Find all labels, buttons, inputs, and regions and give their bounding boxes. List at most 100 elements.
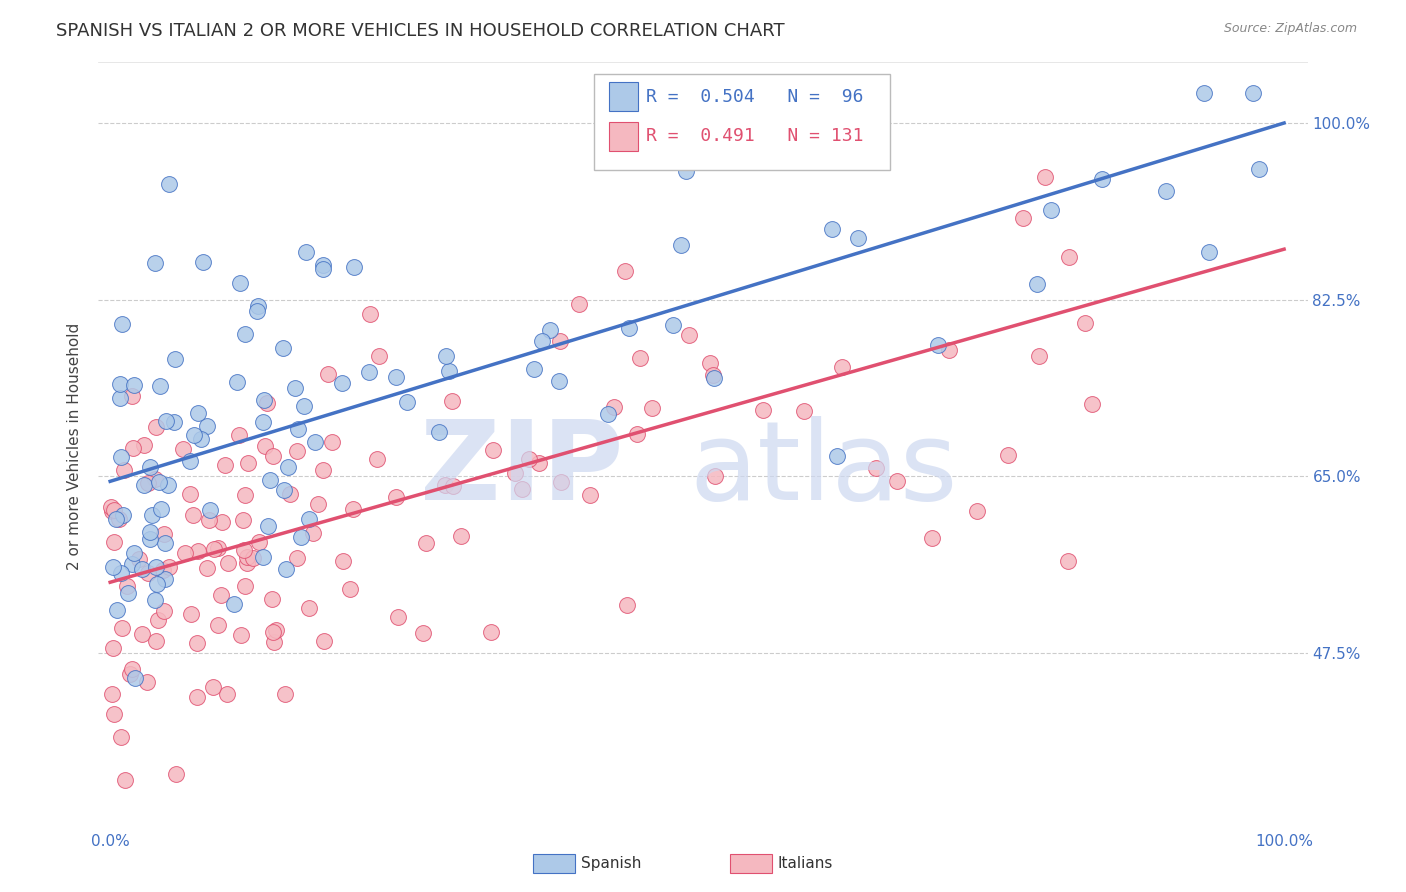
Point bbox=[616, 598, 638, 612]
Point bbox=[273, 483, 295, 497]
Point bbox=[105, 512, 128, 526]
Point bbox=[263, 635, 285, 649]
Point bbox=[103, 706, 125, 721]
Point bbox=[229, 277, 252, 291]
Point bbox=[128, 552, 150, 566]
Point bbox=[201, 680, 224, 694]
Point bbox=[703, 371, 725, 385]
Point bbox=[228, 428, 250, 442]
Point bbox=[793, 404, 815, 418]
Point bbox=[415, 536, 437, 550]
Point bbox=[1081, 397, 1104, 411]
Point bbox=[427, 425, 450, 439]
Point bbox=[131, 627, 153, 641]
Text: R =  0.504   N =  96: R = 0.504 N = 96 bbox=[647, 87, 863, 105]
Point bbox=[110, 566, 132, 580]
Point bbox=[191, 254, 214, 268]
Point bbox=[172, 442, 194, 456]
Point bbox=[412, 625, 434, 640]
Point bbox=[145, 419, 167, 434]
Point bbox=[233, 488, 256, 502]
Point bbox=[312, 463, 335, 477]
Point bbox=[886, 474, 908, 488]
Point bbox=[257, 518, 280, 533]
Point bbox=[256, 396, 278, 410]
Point bbox=[262, 449, 284, 463]
Point bbox=[121, 441, 143, 455]
Point bbox=[101, 687, 124, 701]
Point bbox=[198, 513, 221, 527]
Point bbox=[153, 572, 176, 586]
Point bbox=[1192, 86, 1215, 100]
Point bbox=[613, 264, 636, 278]
Point bbox=[232, 513, 254, 527]
Point bbox=[233, 327, 256, 342]
Point bbox=[343, 260, 366, 274]
Point bbox=[233, 579, 256, 593]
Point bbox=[180, 607, 202, 621]
Point bbox=[1028, 349, 1050, 363]
Point bbox=[865, 461, 887, 475]
Point bbox=[437, 364, 460, 378]
Point bbox=[236, 549, 259, 564]
Point bbox=[110, 730, 132, 744]
Point bbox=[675, 163, 697, 178]
Point bbox=[108, 512, 131, 526]
Point bbox=[131, 562, 153, 576]
Point bbox=[290, 530, 312, 544]
Point bbox=[359, 365, 381, 379]
Point bbox=[669, 238, 692, 252]
Point bbox=[510, 482, 533, 496]
Point bbox=[121, 389, 143, 403]
Point bbox=[321, 435, 343, 450]
Text: R =  0.491   N = 131: R = 0.491 N = 131 bbox=[647, 128, 863, 145]
Point bbox=[628, 351, 651, 365]
Point bbox=[101, 560, 124, 574]
Point bbox=[927, 338, 949, 352]
Point bbox=[146, 614, 169, 628]
Point bbox=[479, 624, 502, 639]
Point bbox=[385, 490, 408, 504]
Point bbox=[132, 477, 155, 491]
Point bbox=[165, 767, 187, 781]
Point bbox=[236, 457, 259, 471]
Point bbox=[122, 377, 145, 392]
Point bbox=[342, 501, 364, 516]
Point bbox=[662, 318, 685, 332]
Point bbox=[153, 603, 176, 617]
Point bbox=[385, 369, 408, 384]
Point bbox=[179, 487, 201, 501]
Point bbox=[207, 541, 229, 555]
Point bbox=[314, 634, 336, 648]
Point bbox=[150, 502, 173, 516]
Point bbox=[110, 450, 132, 464]
Point bbox=[132, 437, 155, 451]
Point bbox=[702, 368, 724, 382]
Point bbox=[332, 554, 354, 568]
Point bbox=[1198, 245, 1220, 260]
Point bbox=[110, 621, 132, 635]
Text: Source: ZipAtlas.com: Source: ZipAtlas.com bbox=[1223, 22, 1357, 36]
Point bbox=[157, 478, 180, 492]
Point bbox=[100, 500, 122, 514]
Point bbox=[966, 503, 988, 517]
Point bbox=[1033, 170, 1056, 185]
Point bbox=[112, 508, 135, 522]
Point bbox=[366, 452, 388, 467]
Point bbox=[295, 245, 318, 260]
Point bbox=[703, 469, 725, 483]
Point bbox=[115, 579, 138, 593]
Point bbox=[165, 352, 187, 367]
Point bbox=[285, 444, 308, 458]
Point bbox=[568, 297, 591, 311]
Point bbox=[135, 674, 157, 689]
Point bbox=[617, 320, 640, 334]
Point bbox=[105, 603, 128, 617]
Point bbox=[232, 543, 254, 558]
Point bbox=[262, 592, 284, 607]
Point bbox=[1154, 184, 1177, 198]
Point bbox=[186, 635, 208, 649]
Point bbox=[187, 407, 209, 421]
Point bbox=[596, 407, 619, 421]
Text: Italians: Italians bbox=[778, 856, 832, 871]
